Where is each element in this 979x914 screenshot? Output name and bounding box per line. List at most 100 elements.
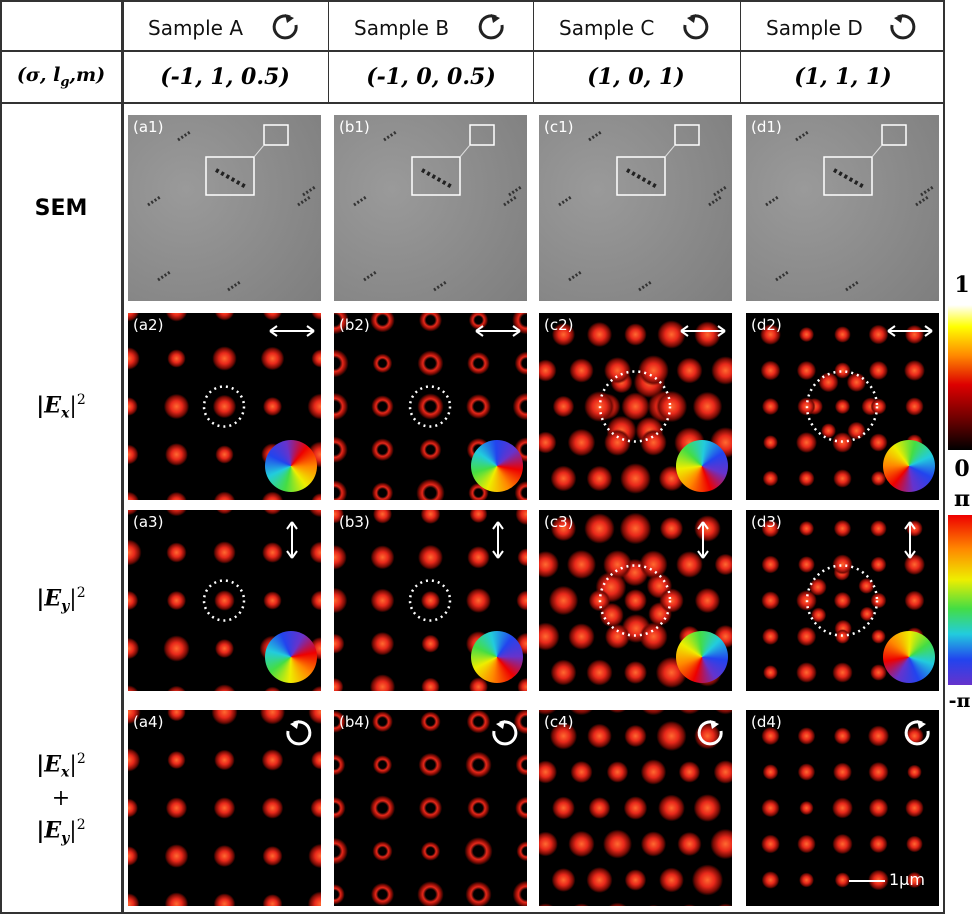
slit-array <box>920 185 934 197</box>
panel-label: (b4) <box>339 713 370 731</box>
polarization-arrow <box>286 521 298 559</box>
rotation-icon <box>683 14 709 40</box>
slit-zoom <box>626 168 658 189</box>
icon <box>890 14 916 40</box>
sem-marks <box>765 124 934 292</box>
border <box>533 0 534 104</box>
panel-label: (c4) <box>544 713 574 731</box>
sample-name: Sample D <box>766 16 863 40</box>
rotation-icon <box>492 720 518 746</box>
rotation-icon <box>286 720 312 746</box>
slit-array <box>915 195 929 207</box>
phase-inset <box>676 440 728 492</box>
polarization-arrow <box>887 325 933 337</box>
text: y <box>61 830 70 847</box>
zoom-line <box>253 144 265 158</box>
slit-array <box>353 195 367 207</box>
border <box>328 0 329 104</box>
arrowhead <box>496 720 505 729</box>
slit-array <box>558 195 572 207</box>
panel: (b1) <box>334 115 527 301</box>
sample-name: Sample A <box>148 16 244 40</box>
zoom-box <box>881 124 907 146</box>
slit-array <box>588 130 602 142</box>
slit-array <box>147 195 161 207</box>
dotted-circle <box>805 564 879 637</box>
scale-bar <box>849 880 885 882</box>
dotted-circle <box>202 579 246 622</box>
overlay <box>598 521 709 637</box>
slit-zoom <box>215 168 247 189</box>
panel: (c3) <box>539 510 732 691</box>
dotted-circle <box>598 370 672 443</box>
sem-marks <box>147 124 316 292</box>
sample-name: Sample B <box>354 16 450 40</box>
panel: (c1) <box>539 115 732 301</box>
border <box>0 0 2 914</box>
arrowhead <box>710 720 719 729</box>
slit-array <box>433 280 447 292</box>
dotted-circle <box>408 579 452 622</box>
params: (-1, 1, 0.5) <box>160 64 290 90</box>
dotted-circle <box>805 370 879 443</box>
slit-array <box>845 280 859 292</box>
slit-array <box>508 185 522 197</box>
border <box>740 0 741 104</box>
panel-label: (d4) <box>751 713 782 731</box>
text: | <box>69 586 77 612</box>
panel: (a3) <box>128 510 321 691</box>
border <box>0 50 945 52</box>
zoom-box <box>411 156 461 196</box>
slit-array <box>503 195 517 207</box>
text: |E <box>36 817 62 844</box>
rotation-icon <box>890 14 916 40</box>
zoom-line <box>871 144 883 158</box>
panel: (a4) <box>128 710 321 906</box>
colorbar-label: -π <box>948 690 971 712</box>
phase-colorbar <box>948 515 972 685</box>
arc <box>697 720 723 746</box>
text: 2 <box>76 392 86 408</box>
sample-header: Sample A <box>122 12 328 42</box>
arc <box>492 720 518 746</box>
arrowhead <box>894 14 903 23</box>
zoom-box <box>205 156 255 196</box>
panel-label: (b3) <box>339 513 370 531</box>
border <box>0 0 945 2</box>
text: ,m) <box>69 64 106 86</box>
text: |E <box>36 585 62 612</box>
slit-array <box>302 185 316 197</box>
text: |E <box>36 751 62 778</box>
slit-array <box>638 280 652 292</box>
panel-label: (b1) <box>339 118 370 136</box>
zoom-box <box>469 124 495 146</box>
panel: (d2) <box>746 313 939 500</box>
sample-header: Sample B <box>328 12 534 42</box>
polarization-arrow <box>475 325 521 337</box>
text: | <box>69 818 77 844</box>
panel: (b4) <box>334 710 527 906</box>
panel: (b3) <box>334 510 527 691</box>
phase-inset <box>883 631 935 683</box>
arrowhead <box>687 14 696 23</box>
panel: (c4) <box>539 710 732 906</box>
sample-header: Sample C <box>533 12 739 42</box>
slit-array <box>363 270 377 282</box>
overlay <box>408 521 504 622</box>
panel: (d1) <box>746 115 939 301</box>
arc <box>478 14 504 40</box>
slit-zoom <box>833 168 865 189</box>
panel-label: (c1) <box>544 118 574 136</box>
polarization-arrow <box>680 325 726 337</box>
text: | <box>69 393 77 419</box>
rotation-icon <box>272 14 298 40</box>
phase-inset <box>265 631 317 683</box>
colorbar-label: 0 <box>954 456 970 482</box>
scale-bar-label: 1μm <box>889 870 925 889</box>
icon <box>478 14 504 40</box>
dotted-circle <box>598 564 672 637</box>
row-label: SEM <box>34 196 88 221</box>
colorbar-label: 1 <box>954 272 970 298</box>
arc <box>904 720 930 746</box>
text: 2 <box>76 751 86 767</box>
